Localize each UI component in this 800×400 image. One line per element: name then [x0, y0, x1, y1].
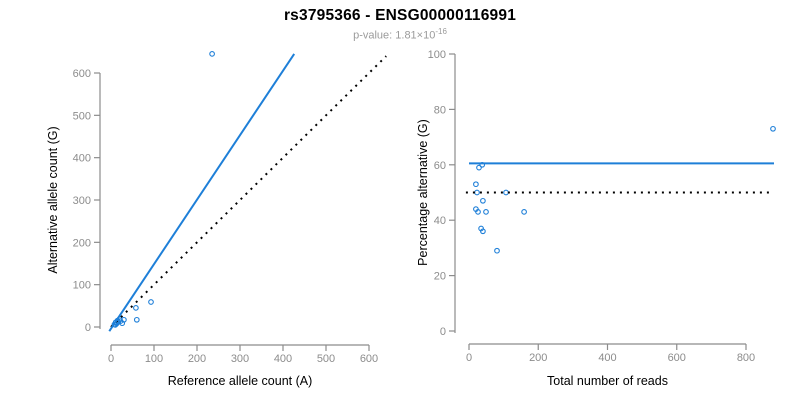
x-tick-label: 300: [231, 353, 249, 365]
left-plot: 0 100 200 300 400 500 600 0 100 200 300 400 500 600 Re…: [46, 51, 387, 388]
data-point: [209, 51, 215, 57]
data-point: [474, 189, 480, 196]
x-tick-label: 800: [737, 352, 755, 364]
y-tick-label: 600: [73, 68, 91, 80]
x-tick-label: 200: [188, 353, 206, 365]
x-tick-label: 200: [529, 352, 547, 364]
data-point: [473, 181, 479, 188]
y-tick-label: 80: [434, 104, 446, 116]
x-tick-label: 0: [466, 352, 472, 364]
pvalue-exponent: -16: [435, 27, 447, 36]
data-point: [480, 197, 486, 204]
data-point: [148, 299, 154, 305]
data-point: [480, 228, 486, 235]
regression-line: [108, 53, 296, 332]
data-point: [133, 305, 139, 311]
data-point: [503, 189, 509, 196]
y-tick-label: 100: [73, 280, 91, 292]
data-point: [483, 209, 489, 215]
x-tick-label: 600: [668, 352, 686, 364]
pvalue-text: p-value: 1.81×10: [353, 29, 436, 42]
data-point: [770, 125, 776, 132]
y-tick-label: 0: [85, 322, 91, 334]
data-point: [494, 247, 500, 254]
x-axis-title: Total number of reads: [547, 374, 668, 388]
data-point: [475, 209, 481, 215]
y-axis-title: Percentage alternative (G): [416, 119, 430, 266]
data-point: [476, 164, 482, 171]
y-tick-label: 400: [73, 153, 91, 165]
right-plot: 0 20 40 60 80 100 0 200 400 600 800 Total number of…: [416, 49, 776, 388]
identity-line: [110, 55, 387, 328]
y-axis-title: Alternative allele count (G): [46, 126, 60, 273]
y-tick-label: 60: [434, 160, 446, 172]
x-axis-title: Reference allele count (A): [168, 374, 313, 388]
y-tick-label: 40: [434, 215, 446, 227]
x-tick-label: 500: [317, 353, 335, 365]
x-tick-label: 100: [145, 353, 163, 365]
figure-header: rs3795366 - ENSG00000116991 p-value: 1.8…: [0, 0, 800, 42]
data-point: [133, 316, 140, 323]
y-tick-label: 500: [73, 110, 91, 122]
y-tick-label: 20: [434, 271, 446, 283]
y-tick-label: 0: [440, 326, 446, 338]
x-tick-label: 400: [274, 353, 292, 365]
y-tick-label: 200: [73, 237, 91, 249]
x-tick-label: 400: [598, 352, 616, 364]
y-tick-label: 300: [73, 195, 91, 207]
figure-subtitle: p-value: 1.81×10-16: [0, 27, 800, 42]
x-tick-label: 600: [360, 353, 378, 365]
data-point: [521, 209, 527, 215]
x-tick-label: 0: [108, 353, 114, 365]
data-point: [121, 316, 127, 323]
figure-title: rs3795366 - ENSG00000116991: [283, 7, 517, 24]
y-tick-label: 100: [428, 49, 446, 61]
